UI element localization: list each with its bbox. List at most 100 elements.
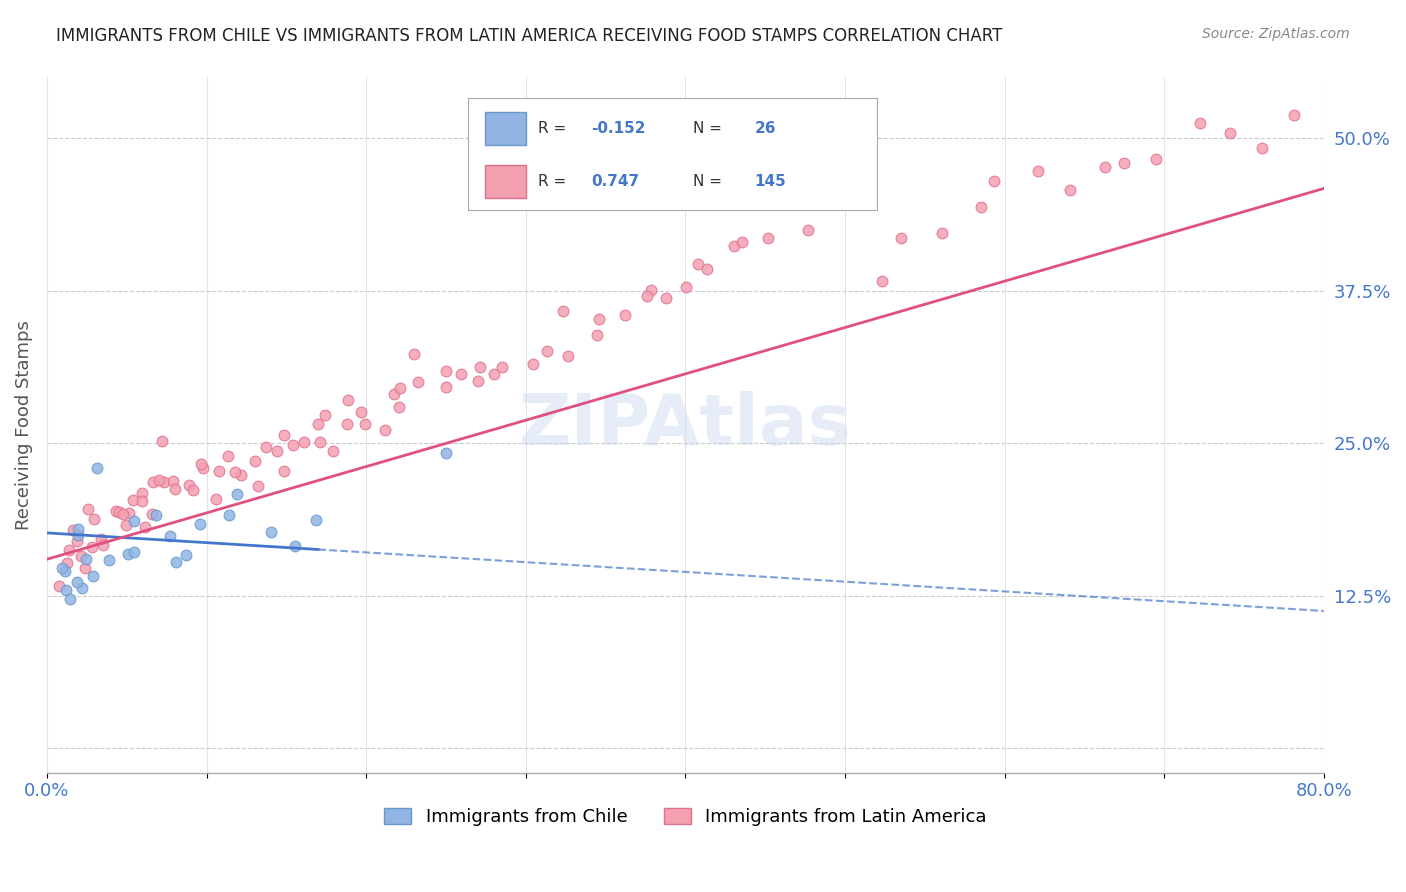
Point [1094,160,1116,174]
Point [122,492,145,507]
Point [117,547,139,561]
Point [292,434,315,449]
Point [80,540,103,554]
Point [636,289,658,303]
Point [309,434,332,449]
Point [266,444,288,458]
Point [115,517,138,532]
Point [522,357,544,371]
Point [53,564,76,578]
Point [73,561,96,575]
Legend: Immigrants from Chile, Immigrants from Latin America: Immigrants from Chile, Immigrants from L… [377,800,994,833]
Text: IMMIGRANTS FROM CHILE VS IMMIGRANTS FROM LATIN AMERICA RECEIVING FOOD STAMPS COR: IMMIGRANTS FROM CHILE VS IMMIGRANTS FROM… [56,27,1002,45]
Point [134,520,156,534]
Point [273,428,295,442]
Point [931,227,953,241]
Point [159,529,181,543]
Point [1219,127,1241,141]
Point [731,235,754,249]
Point [55,582,77,597]
Point [723,238,745,252]
Point [870,274,893,288]
Point [145,508,167,522]
Point [55,556,77,570]
Point [131,494,153,508]
Point [284,539,307,553]
Point [58,542,80,557]
Point [388,381,411,395]
Point [688,257,710,271]
Point [336,417,359,432]
Point [983,174,1005,188]
Point [434,364,457,378]
Point [218,508,240,522]
Point [551,304,574,318]
Point [482,367,505,381]
Point [314,408,336,422]
Point [162,474,184,488]
Point [124,545,146,559]
Point [1026,163,1049,178]
Point [72,581,94,595]
Point [1059,183,1081,197]
Point [614,308,637,322]
Point [1250,141,1272,155]
Point [307,417,329,432]
Text: Source: ZipAtlas.com: Source: ZipAtlas.com [1202,27,1350,41]
Point [226,487,249,501]
Point [350,405,373,419]
Point [66,527,89,541]
Point [122,514,145,528]
Point [65,574,87,589]
Point [179,477,201,491]
Point [354,417,377,431]
Point [66,522,89,536]
Point [208,464,231,478]
Point [165,555,187,569]
Point [153,475,176,489]
Point [229,467,252,482]
Point [76,501,98,516]
Point [217,449,239,463]
Point [86,460,108,475]
Point [337,392,360,407]
Point [970,200,993,214]
Point [305,512,328,526]
Point [763,191,786,205]
Point [59,591,82,606]
Point [588,312,610,326]
Point [1188,116,1211,130]
Point [557,350,579,364]
Point [382,387,405,401]
Point [406,375,429,389]
Point [108,504,131,518]
Point [188,516,211,531]
Point [491,359,513,374]
Point [797,223,820,237]
Text: ZIPAtlas: ZIPAtlas [519,391,852,459]
Point [142,475,165,489]
Point [224,465,246,479]
Point [131,486,153,500]
Point [75,552,97,566]
Point [91,538,114,552]
Point [450,367,472,381]
Point [434,380,457,394]
Point [51,561,73,575]
Point [97,553,120,567]
Point [193,461,215,475]
Point [402,347,425,361]
Point [66,534,89,549]
Point [468,359,491,374]
Point [890,231,912,245]
Point [148,473,170,487]
Point [374,424,396,438]
Point [90,532,112,546]
Point [696,262,718,277]
Point [796,197,818,211]
Point [150,434,173,448]
Point [243,454,266,468]
Point [111,507,134,521]
Y-axis label: Receiving Food Stamps: Receiving Food Stamps [15,320,32,530]
Point [48,579,70,593]
